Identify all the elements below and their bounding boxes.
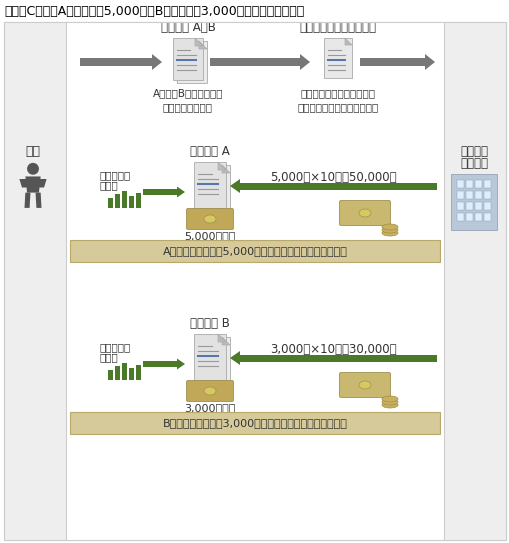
Bar	[323, 38, 351, 78]
Bar	[465, 180, 472, 188]
Bar	[465, 202, 472, 210]
Text: 配当金入金: 配当金入金	[100, 170, 131, 180]
Text: 3,000株×10円＝30,000円: 3,000株×10円＝30,000円	[269, 343, 395, 356]
Polygon shape	[221, 337, 230, 345]
Bar	[143, 361, 177, 367]
Bar	[122, 363, 127, 380]
Polygon shape	[221, 165, 230, 173]
Text: 発行会社: 発行会社	[459, 145, 487, 158]
Bar	[193, 334, 225, 380]
Text: 信託銀行: 信託銀行	[459, 157, 487, 170]
Polygon shape	[230, 351, 240, 365]
Bar	[240, 182, 436, 190]
Polygon shape	[199, 41, 207, 49]
Bar	[197, 337, 230, 383]
Bar	[173, 38, 203, 80]
Bar	[465, 213, 472, 221]
Bar	[70, 412, 439, 434]
Bar	[456, 202, 463, 210]
Bar	[474, 191, 481, 199]
Ellipse shape	[381, 227, 397, 233]
FancyBboxPatch shape	[186, 209, 233, 230]
Bar	[474, 202, 481, 210]
Polygon shape	[24, 193, 31, 208]
Bar	[108, 370, 113, 380]
Polygon shape	[25, 176, 41, 193]
Ellipse shape	[381, 396, 397, 402]
Text: AまたはB証券会社より
受領方式を選択。: AまたはB証券会社より 受領方式を選択。	[153, 88, 223, 112]
Bar	[197, 165, 230, 211]
Ellipse shape	[381, 399, 397, 405]
Polygon shape	[217, 162, 225, 170]
Bar	[115, 194, 120, 208]
Polygon shape	[194, 38, 203, 46]
Bar	[122, 191, 127, 208]
Text: B証券会社の口座に3,000株分の配当金が振込まれます。: B証券会社の口座に3,000株分の配当金が振込まれます。	[162, 418, 347, 428]
Text: 配当金入金: 配当金入金	[100, 342, 131, 352]
Polygon shape	[344, 38, 351, 45]
Bar	[359, 58, 424, 66]
Bar	[240, 355, 436, 362]
Bar	[483, 213, 490, 221]
Bar	[474, 180, 481, 188]
FancyBboxPatch shape	[186, 381, 233, 401]
Polygon shape	[152, 54, 162, 70]
Text: 3,000株保有: 3,000株保有	[184, 403, 235, 413]
Bar	[483, 202, 490, 210]
Bar	[177, 41, 207, 83]
Bar	[136, 193, 140, 208]
Circle shape	[27, 163, 39, 175]
Polygon shape	[299, 54, 309, 70]
Ellipse shape	[204, 387, 216, 395]
Bar	[443, 22, 505, 540]
Bar	[456, 180, 463, 188]
Polygon shape	[424, 54, 434, 70]
Ellipse shape	[204, 215, 216, 223]
Ellipse shape	[358, 381, 370, 389]
Ellipse shape	[381, 230, 397, 236]
Polygon shape	[177, 358, 185, 369]
Polygon shape	[19, 179, 46, 187]
Text: 【例】C社株をA証券会社に5,000株、B証券会社に3,000株保有している場合: 【例】C社株をA証券会社に5,000株、B証券会社に3,000株保有している場合	[4, 5, 304, 18]
Bar	[143, 189, 177, 195]
Bar	[129, 368, 134, 380]
Bar	[136, 365, 140, 380]
Bar	[474, 213, 481, 221]
Polygon shape	[36, 193, 41, 208]
Text: 保管振替機構（ほふり）が
受領方式を発行会社に通知。: 保管振替機構（ほふり）が 受領方式を発行会社に通知。	[297, 88, 378, 112]
Bar	[483, 180, 490, 188]
Bar	[66, 22, 443, 540]
Bar	[210, 58, 299, 66]
Text: を確認: を確認	[100, 352, 119, 362]
Ellipse shape	[381, 402, 397, 408]
Polygon shape	[177, 186, 185, 198]
Text: 5,000株×10円＝50,000円: 5,000株×10円＝50,000円	[269, 171, 395, 184]
Bar	[450, 174, 496, 230]
Bar	[80, 58, 152, 66]
Text: 株主: 株主	[25, 145, 40, 158]
FancyBboxPatch shape	[339, 200, 390, 225]
Polygon shape	[217, 334, 225, 342]
Text: 証券会社 A・B: 証券会社 A・B	[160, 21, 215, 34]
Bar	[129, 196, 134, 208]
Bar	[465, 191, 472, 199]
Text: 5,000株保有: 5,000株保有	[184, 231, 235, 241]
FancyBboxPatch shape	[339, 372, 390, 397]
Text: 証券会社 B: 証券会社 B	[190, 317, 230, 330]
Ellipse shape	[381, 224, 397, 230]
Text: 保管振替機構（ほふり）: 保管振替機構（ほふり）	[299, 21, 376, 34]
Bar	[108, 198, 113, 208]
Bar	[483, 191, 490, 199]
Text: を確認: を確認	[100, 180, 119, 190]
Polygon shape	[230, 179, 240, 193]
Text: 証券会社 A: 証券会社 A	[190, 145, 230, 158]
Text: A証券会社の口座に5,000株分の配当金が振込まれます。: A証券会社の口座に5,000株分の配当金が振込まれます。	[162, 246, 347, 256]
Bar	[70, 240, 439, 262]
Bar	[456, 191, 463, 199]
Bar	[456, 213, 463, 221]
Bar	[115, 366, 120, 380]
Bar	[4, 22, 66, 540]
Bar	[193, 162, 225, 208]
Ellipse shape	[358, 209, 370, 217]
